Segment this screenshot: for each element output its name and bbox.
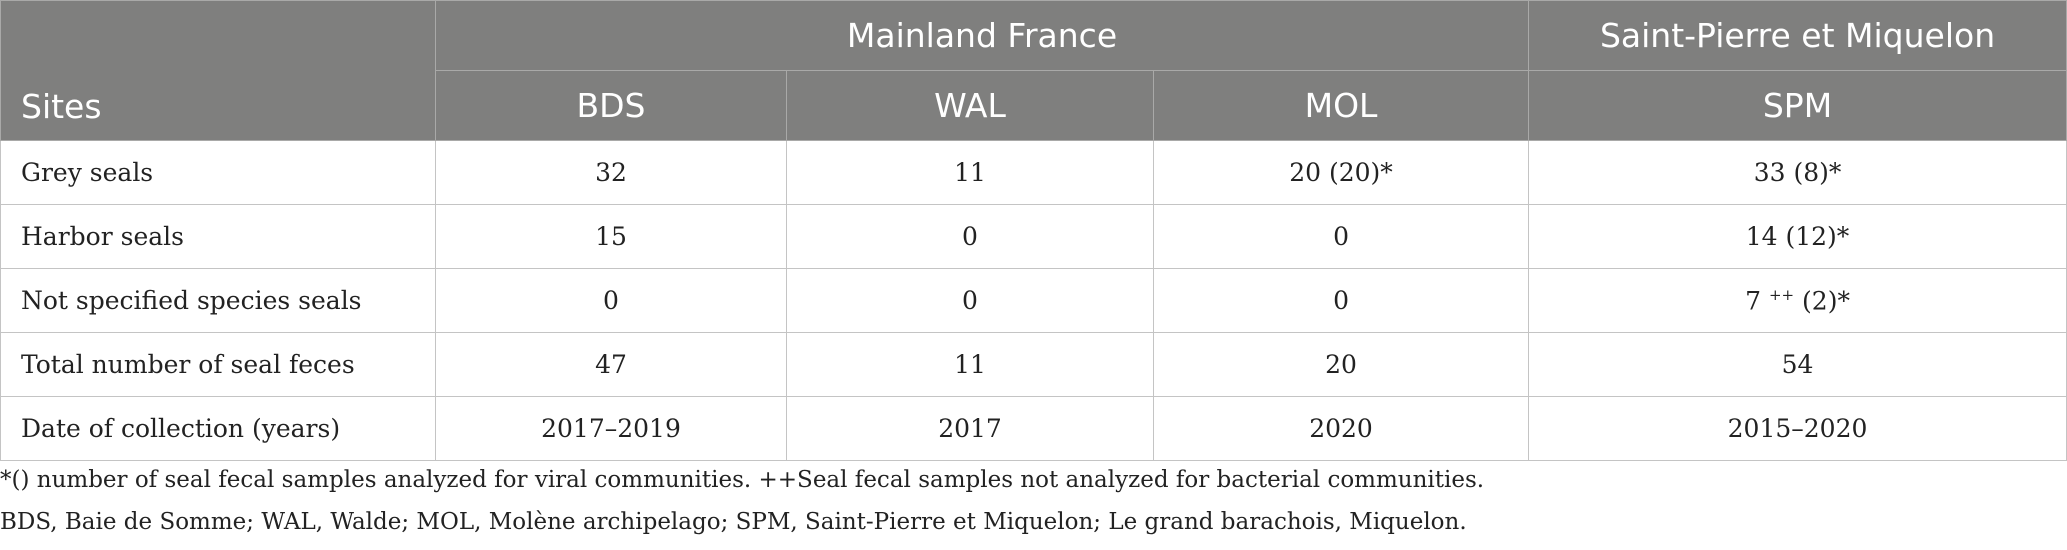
data-table-container: Sites Mainland France Saint-Pierre et Mi… [0,0,2067,461]
cell-total-bds: 47 [435,332,787,397]
table-row: Not specified species seals 0 0 0 7 ++ (… [0,268,2067,333]
footnote-abbreviations: BDS, Baie de Somme; WAL, Walde; MOL, Mol… [0,509,1467,535]
group-header-mainland-france: Mainland France [434,0,1530,71]
table-body: Grey seals 32 11 20 (20)* 33 (8)* Harbor… [0,140,2067,461]
site-header-mol: MOL [1152,70,1530,141]
cell-total-mol: 20 [1152,332,1530,397]
site-header-spm: SPM [1528,70,2067,141]
group-header-saint-pierre-et-miquelon: Saint-Pierre et Miquelon [1528,0,2067,71]
cell-date-spm: 2015–2020 [1528,396,2067,461]
header-row-sites: BDS WAL MOL SPM [1,70,2067,141]
cell-total-spm: 54 [1528,332,2067,397]
cell-harbor-seals-bds: 15 [435,204,787,269]
cell-grey-seals-wal: 11 [786,140,1154,205]
cell-date-mol: 2020 [1152,396,1530,461]
table-row: Harbor seals 15 0 0 14 (12)* [0,204,2067,269]
cell-total-wal: 11 [786,332,1154,397]
cell-harbor-seals-wal: 0 [786,204,1154,269]
cell-harbor-seals-mol: 0 [1152,204,1530,269]
cell-grey-seals-mol: 20 (20)* [1152,140,1530,205]
table-row: Total number of seal feces 47 11 20 54 [0,332,2067,397]
row-label-grey-seals: Grey seals [0,140,436,205]
cell-harbor-seals-spm: 14 (12)* [1528,204,2067,269]
cell-not-specified-wal: 0 [786,268,1154,333]
row-label-date-of-collection: Date of collection (years) [0,396,436,461]
double-plus-superscript: ++ [1768,285,1795,304]
cell-grey-seals-spm: 33 (8)* [1528,140,2067,205]
header-row-groups: Sites Mainland France Saint-Pierre et Mi… [0,0,2067,141]
cell-not-specified-spm-tail: (2)* [1794,286,1850,316]
row-label-not-specified-species: Not specified species seals [0,268,436,333]
cell-grey-seals-bds: 32 [435,140,787,205]
site-header-wal: WAL [786,70,1154,141]
cell-not-specified-mol: 0 [1152,268,1530,333]
cell-not-specified-spm-value: 7 [1745,286,1761,316]
sites-header: Sites [0,0,436,141]
cell-not-specified-spm: 7 ++ (2)* [1528,268,2067,333]
table-header: Sites Mainland France Saint-Pierre et Mi… [0,0,2067,141]
table-row: Date of collection (years) 2017–2019 201… [0,396,2067,461]
row-label-harbor-seals: Harbor seals [0,204,436,269]
site-header-bds: BDS [435,70,787,141]
table-footnotes: *() number of seal fecal samples analyze… [0,466,2066,550]
table-row: Grey seals 32 11 20 (20)* 33 (8)* [0,140,2067,205]
cell-not-specified-bds: 0 [435,268,787,333]
seal-samples-table: Sites Mainland France Saint-Pierre et Mi… [0,0,2067,461]
cell-date-wal: 2017 [786,396,1154,461]
footnote-samples: *() number of seal fecal samples analyze… [0,467,1485,493]
row-label-total-seal-feces: Total number of seal feces [0,332,436,397]
cell-date-bds: 2017–2019 [435,396,787,461]
